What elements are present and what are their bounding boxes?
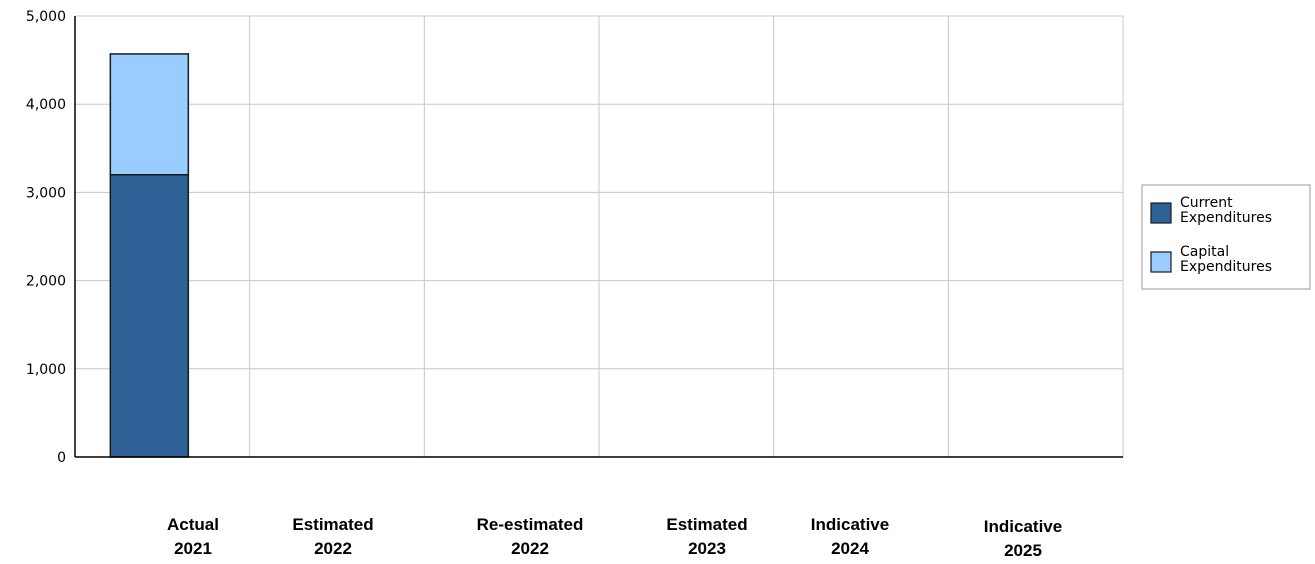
legend-swatch	[1150, 251, 1172, 273]
y-tick-label: 3,000	[26, 185, 66, 201]
x-tick-label: Estimated	[666, 515, 747, 534]
bar-segment	[109, 53, 190, 176]
bar-segment	[109, 174, 190, 458]
y-tick-label: 4,000	[26, 97, 66, 113]
legend-label: Current	[1180, 195, 1233, 211]
y-tick-label: 1,000	[26, 362, 66, 378]
y-tick-label: 5,000	[26, 9, 66, 25]
y-tick-label: 2,000	[26, 274, 66, 290]
x-tick-label: Estimated	[292, 515, 373, 534]
x-tick-label: 2023	[688, 539, 726, 558]
x-tick-label: Indicative	[984, 517, 1062, 536]
legend-label: Expenditures	[1180, 259, 1272, 275]
x-tick-label: 2022	[511, 539, 549, 558]
x-tick-label: Indicative	[811, 515, 889, 534]
grid	[75, 15, 1124, 457]
legend-swatch	[1150, 202, 1172, 224]
x-tick-label: Actual	[167, 515, 219, 534]
bars	[109, 53, 190, 458]
x-tick-label: 2024	[831, 539, 869, 558]
x-tick-label: 2025	[1004, 541, 1042, 560]
legend-label: Expenditures	[1180, 210, 1272, 226]
y-tick-label: 0	[57, 450, 66, 466]
x-tick-label: Re-estimated	[477, 515, 584, 534]
y-axis-ticks: 0 1,000 2,000 3,000 4,000 5,000	[26, 9, 66, 466]
x-axis-ticks: Actual 2021 Estimated 2022 Re-estimated 2022 E…	[167, 515, 1062, 560]
axes	[74, 16, 1123, 458]
x-tick-label: 2021	[174, 539, 212, 558]
legend-label: Capital	[1180, 244, 1229, 260]
x-tick-label: 2022	[314, 539, 352, 558]
